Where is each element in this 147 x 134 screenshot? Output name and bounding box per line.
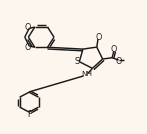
Text: NH: NH	[81, 71, 92, 77]
Text: S: S	[74, 57, 79, 66]
Text: O: O	[111, 45, 117, 54]
Text: O: O	[116, 57, 122, 66]
Text: O: O	[24, 23, 30, 32]
Text: O: O	[24, 42, 30, 51]
Text: O: O	[95, 33, 101, 42]
Text: F: F	[27, 110, 31, 119]
